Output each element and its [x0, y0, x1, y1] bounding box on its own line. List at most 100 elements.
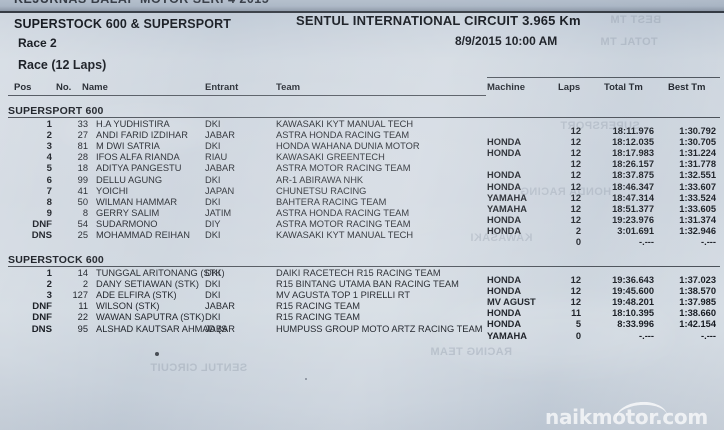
cell-best: 1:32.551 [679, 170, 716, 181]
cell-no: 33 [77, 119, 88, 129]
cell-pos: 7 [46, 185, 52, 197]
cell-team: R15 BINTANG UTAMA BAN RACING TEAM [276, 279, 459, 290]
table-row[interactable]: 2 27 ANDI FARID IZDIHAR JABAR ASTRA HONDA RA… [0, 130, 724, 147]
cell-best: 1:42.154 [679, 319, 716, 330]
cell-entrant: JABAR [205, 163, 235, 174]
cell-total: 18:47.314 [612, 192, 654, 203]
header-divider-rule [0, 11, 724, 13]
cell-pos: 1 [46, 268, 52, 279]
cell-total: 18:51.377 [612, 203, 654, 214]
cell-name: MOHAMMAD REIHAN [96, 230, 191, 240]
column-header-team: Team [276, 82, 301, 93]
table-row[interactable]: 8 50 WILMAN HAMMAR DKI BAHTERA RACING TEAM YA… [0, 196, 724, 214]
cell-entrant: DKI [205, 119, 221, 129]
section-title: SUPERSPORT 600 [8, 105, 104, 117]
cell-laps: 0 [575, 330, 581, 341]
cropped-header-band: KEJURNAS BALAP MOTOR SERI 4 2015 [0, 0, 724, 11]
table-row[interactable]: 3 81 M DWI SATRIA DKI HONDA WAHANA DUNIA MOT… [0, 141, 724, 158]
cell-machine: HONDA [487, 214, 522, 225]
cell-team: ASTRA HONDA RACING TEAM [276, 130, 410, 141]
cell-total: 18:26.157 [612, 159, 654, 170]
cell-no: 50 [77, 196, 88, 207]
cell-pos: 1 [46, 119, 52, 130]
cell-name: ALSHAD KAUTSAR AHMAD (S [96, 323, 228, 334]
cell-total: 19:36.643 [612, 275, 654, 285]
cell-pos: DNS [31, 323, 52, 335]
race-laps-label: Race (12 Laps) [18, 58, 107, 72]
cell-best: 1:30.792 [679, 126, 716, 136]
cell-total: 18:11.976 [612, 126, 654, 136]
cell-no: 2 [82, 279, 88, 290]
cropped-header-text: KEJURNAS BALAP MOTOR SERI 4 2015 [14, 0, 269, 6]
table-row[interactable]: DNF 22 WAWAN SAPUTRA (STK) DKI R15 RACING TE… [0, 312, 724, 329]
table-row[interactable]: 7 41 YOICHI JAPAN CHUNETSU RACING YAMAHA 12 18:… [0, 185, 724, 203]
cell-entrant: DKI [205, 174, 221, 185]
cell-entrant: DIY [205, 218, 221, 229]
cell-laps: 12 [570, 159, 581, 170]
cell-no: 8 [82, 207, 88, 218]
cell-laps: 12 [570, 214, 581, 225]
cell-no: 28 [77, 152, 88, 163]
cell-team: BAHTERA RACING TEAM [276, 196, 387, 207]
table-row[interactable]: 5 18 ADITYA PANGESTU JABAR ASTRA MOTOR RACIN… [0, 163, 724, 180]
cell-total: 18:10.395 [612, 308, 654, 319]
cell-laps: 12 [570, 170, 581, 181]
cell-machine: HONDA [487, 225, 522, 236]
table-row[interactable]: 4 28 IFOS ALFA RIANDA RIAU KAWASAKI GREENTEC… [0, 152, 724, 169]
cell-total: 19:48.201 [612, 297, 654, 308]
cell-entrant: JABAR [205, 323, 235, 334]
cell-laps: 12 [570, 181, 581, 192]
cell-pos: 5 [46, 163, 52, 175]
cell-best: -.--- [701, 330, 716, 341]
cell-total: 8:33.996 [617, 319, 654, 330]
cell-best: -.--- [701, 237, 716, 247]
cell-entrant: DKI [205, 230, 221, 240]
cell-machine: YAMAHA [487, 330, 527, 341]
cell-entrant: DKI [205, 312, 221, 323]
cell-best: 1:38.570 [679, 286, 716, 297]
cell-team: HONDA WAHANA DUNIA MOTOR [276, 141, 420, 152]
table-row[interactable]: DNF 11 WILSON (STK) JABAR R15 RACING TEAM HON… [0, 301, 724, 318]
cell-laps: 12 [570, 137, 581, 148]
cell-pos: 6 [46, 174, 52, 186]
cell-best: 1:31.778 [679, 159, 716, 170]
cell-machine: HONDA [487, 286, 522, 297]
cell-entrant: DKI [205, 141, 221, 152]
table-row[interactable]: 2 2 DANY SETIAWAN (STK) DKI R15 BINTANG UTAM… [0, 279, 724, 296]
table-row[interactable]: 9 8 GERRY SALIM JATIM ASTRA HONDA RACING TEA… [0, 207, 724, 225]
cell-pos: DNF [32, 218, 52, 230]
cell-name: ADITYA PANGESTU [96, 163, 182, 174]
cell-best: 1:37.985 [679, 297, 716, 308]
cell-laps: 12 [570, 148, 581, 159]
table-row[interactable]: 3 127 ADE ELFIRA (STK) DKI MV AGUSTA TOP 1 P… [0, 290, 724, 307]
cell-best: 1:33.607 [679, 181, 716, 192]
cell-machine: HONDA [487, 308, 522, 319]
table-row[interactable]: DNS 95 ALSHAD KAUTSAR AHMAD (S JABAR HUMPUSS… [0, 323, 724, 341]
section-title: SUPERSTOCK 600 [8, 254, 104, 266]
table-row[interactable]: DNF 54 SUDARMONO DIY ASTRA MOTOR RACING TEAM… [0, 218, 724, 236]
cell-no: 14 [77, 268, 88, 278]
column-header-total-tm: Total Tm [604, 82, 643, 93]
cell-entrant: DKI [205, 279, 221, 290]
cell-machine: HONDA [487, 170, 522, 181]
column-header-laps: Laps [558, 82, 581, 93]
cell-team: AR-1 ABIRAWA NHK [276, 174, 364, 185]
cell-no: 11 [78, 301, 88, 312]
cell-laps: 2 [575, 225, 581, 236]
cell-total: 3:01.691 [617, 225, 654, 236]
cell-pos: DNF [32, 312, 52, 324]
cell-team: ASTRA MOTOR RACING TEAM [276, 218, 411, 229]
cell-laps: 12 [570, 126, 581, 136]
cell-total: -.--- [639, 330, 654, 341]
cell-team: KAWASAKI KYT MANUAL TECH [276, 119, 414, 129]
cell-machine: YAMAHA [487, 203, 527, 214]
cell-no: 27 [77, 130, 88, 141]
table-row[interactable]: 6 99 DELLU AGUNG DKI AR-1 ABIRAWA NHK HONDA 12… [0, 174, 724, 192]
table-row[interactable]: 1 33 H.A YUDHISTIRA DKI KAWASAKI KYT MANUAL … [0, 119, 724, 136]
cell-name: WAWAN SAPUTRA (STK) [96, 312, 205, 323]
table-row[interactable]: 1 14 TUNGGAL ARITONANG (STK) DKI DAIKI RACET… [0, 268, 724, 285]
cell-best: 1:31.374 [679, 214, 716, 225]
cell-no: 95 [77, 323, 88, 334]
table-row[interactable]: DNS 25 MOHAMMAD REIHAN DKI KAWASAKI KYT MANU… [0, 230, 724, 247]
